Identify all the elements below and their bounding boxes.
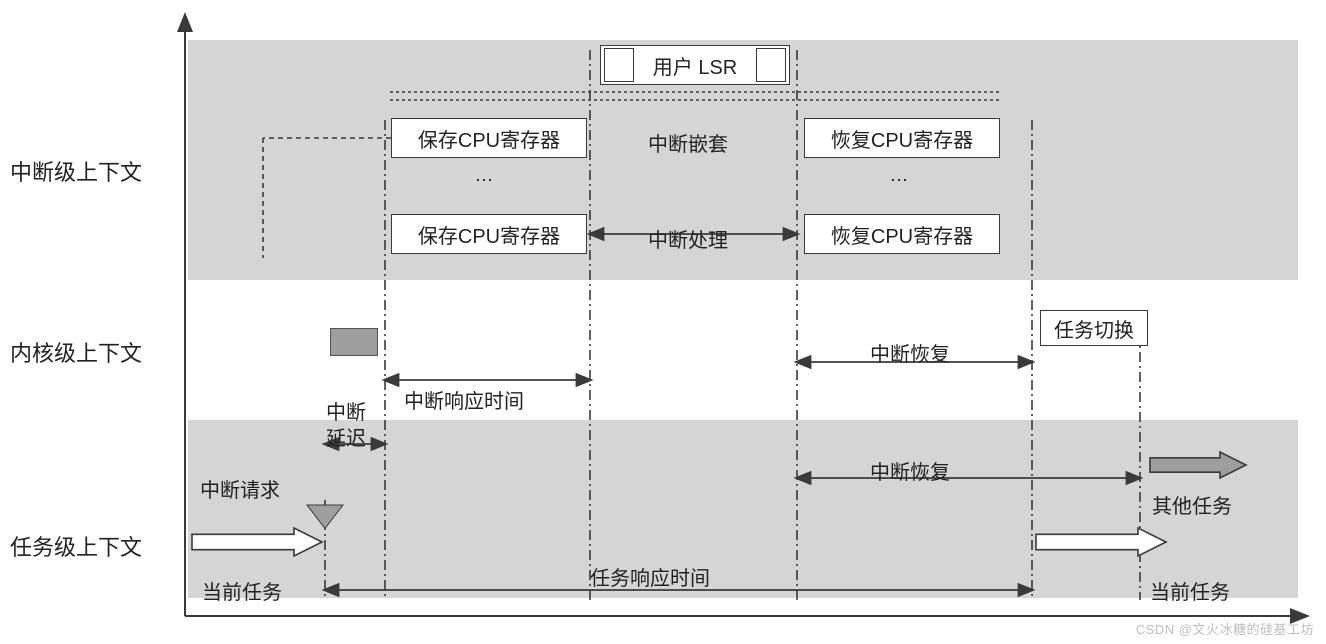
- label-task-resp: 任务响应时间: [590, 562, 710, 591]
- ellipsis: ⋯: [475, 170, 493, 191]
- small-block: [756, 48, 786, 82]
- row-label-kernel: 内核级上下文: [10, 336, 142, 368]
- label-int-recover2: 中断恢复: [870, 456, 950, 485]
- label-int-req: 中断请求: [200, 474, 280, 503]
- small-block: [604, 48, 634, 82]
- save1-label: 保存CPU寄存器: [418, 220, 560, 249]
- label-delay2: 延迟: [326, 422, 366, 451]
- label-nest: 中断嵌套: [648, 128, 728, 157]
- kernel-grey-block: [330, 328, 378, 356]
- save1: 保存CPU寄存器: [391, 214, 587, 254]
- restore2-label: 恢复CPU寄存器: [831, 124, 973, 153]
- label-cur-task-r: 当前任务: [1150, 576, 1230, 605]
- label-int-recover1: 中断恢复: [870, 338, 950, 367]
- label-delay1: 中断: [326, 396, 366, 425]
- save2-label: 保存CPU寄存器: [418, 124, 560, 153]
- watermark: CSDN @文火冰糖的硅基工坊: [1136, 619, 1314, 638]
- task-switch: 任务切换: [1040, 310, 1148, 346]
- ellipsis: ⋯: [890, 170, 908, 191]
- diagram-root: 用户 LSR保存CPU寄存器恢复CPU寄存器保存CPU寄存器恢复CPU寄存器任务…: [0, 0, 1326, 644]
- label-other-task: 其他任务: [1152, 490, 1232, 519]
- user-lsr-label: 用户 LSR: [653, 51, 737, 80]
- label-proc: 中断处理: [648, 224, 728, 253]
- restore1: 恢复CPU寄存器: [804, 214, 1000, 254]
- label-resp-time: 中断响应时间: [404, 385, 524, 414]
- restore1-label: 恢复CPU寄存器: [831, 220, 973, 249]
- label-cur-task-l: 当前任务: [202, 576, 282, 605]
- task-switch-label: 任务切换: [1054, 314, 1134, 343]
- row-label-task: 任务级上下文: [10, 530, 142, 562]
- restore2: 恢复CPU寄存器: [804, 118, 1000, 158]
- save2: 保存CPU寄存器: [391, 118, 587, 158]
- row-label-isr: 中断级上下文: [10, 155, 142, 187]
